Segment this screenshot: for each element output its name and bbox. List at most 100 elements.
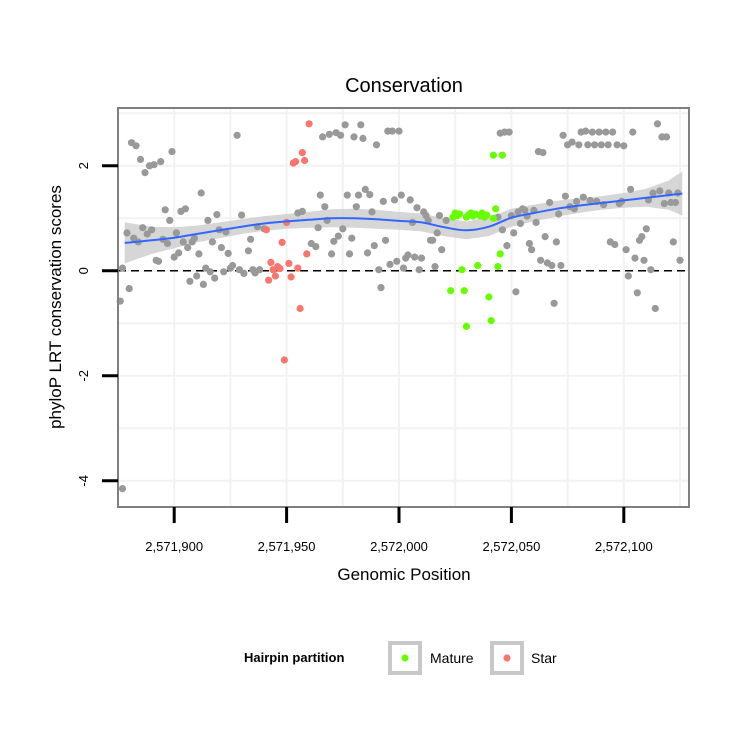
point-other xyxy=(604,141,612,149)
point-other xyxy=(586,196,594,204)
point-other xyxy=(588,128,596,136)
point-other xyxy=(375,266,383,274)
point-other xyxy=(532,218,540,226)
confidence-ribbon xyxy=(124,171,683,264)
point-other xyxy=(568,138,576,146)
point-other xyxy=(206,268,214,276)
point-other xyxy=(204,216,212,224)
point-other xyxy=(397,191,405,199)
y-tick-label: -2 xyxy=(76,370,91,382)
legend: Hairpin partition Mature Star xyxy=(244,641,557,675)
point-other xyxy=(582,127,590,135)
legend-title: Hairpin partition xyxy=(244,650,344,665)
point-other xyxy=(411,253,419,261)
point-other xyxy=(498,226,506,234)
point-other xyxy=(363,249,372,257)
point-other xyxy=(669,238,677,246)
point-other xyxy=(631,254,639,262)
point-other xyxy=(136,155,145,163)
point-other xyxy=(170,253,178,261)
point-other xyxy=(435,212,444,220)
y-axis-label: phyloP LRT conservation scores xyxy=(46,185,65,429)
point-mature xyxy=(474,261,482,270)
point-other xyxy=(548,261,556,270)
point-other xyxy=(339,225,347,233)
point-other xyxy=(611,240,619,249)
plot-panel xyxy=(118,108,689,507)
point-other xyxy=(424,216,432,224)
point-other xyxy=(220,268,228,276)
point-other xyxy=(172,229,180,237)
point-other xyxy=(609,128,617,136)
point-other xyxy=(316,191,324,199)
point-other xyxy=(368,208,376,216)
point-mature xyxy=(487,317,495,325)
point-other xyxy=(525,239,534,248)
point-other xyxy=(118,485,127,493)
point-other xyxy=(247,235,255,243)
point-other xyxy=(537,256,545,264)
point-other xyxy=(123,229,131,237)
point-other xyxy=(539,149,547,157)
point-star xyxy=(292,158,300,166)
point-other xyxy=(647,266,655,274)
point-other xyxy=(213,211,221,219)
point-other xyxy=(150,161,158,169)
point-other xyxy=(161,206,169,214)
point-other xyxy=(528,246,536,254)
legend-label-star: Star xyxy=(531,650,557,666)
point-other xyxy=(656,187,664,195)
point-other xyxy=(233,131,241,139)
point-other xyxy=(186,277,194,285)
point-other xyxy=(438,246,446,254)
point-other xyxy=(510,229,518,237)
point-other xyxy=(197,189,205,197)
point-star xyxy=(294,264,302,272)
point-other xyxy=(640,256,648,264)
point-other xyxy=(377,284,385,292)
x-tick-label: 2,572,100 xyxy=(595,539,653,554)
point-other xyxy=(334,232,342,240)
point-other xyxy=(370,242,378,250)
point-star xyxy=(296,304,304,313)
point-other xyxy=(546,198,554,207)
point-other xyxy=(372,141,381,149)
legend-label-mature: Mature xyxy=(430,650,474,666)
point-star xyxy=(278,238,286,246)
point-other xyxy=(208,238,216,246)
point-other xyxy=(633,289,641,297)
y-tick-label: 2 xyxy=(76,162,91,169)
point-other xyxy=(676,256,684,264)
point-other xyxy=(555,210,563,218)
legend-swatch-mature xyxy=(401,654,409,662)
point-other xyxy=(193,272,201,280)
point-mature xyxy=(483,211,491,219)
point-other xyxy=(671,198,680,207)
point-other xyxy=(184,244,192,252)
point-other xyxy=(399,264,408,272)
point-mature xyxy=(462,322,470,330)
point-other xyxy=(649,189,657,197)
point-other xyxy=(217,244,225,252)
point-other xyxy=(195,250,203,258)
point-other xyxy=(662,133,671,141)
point-other xyxy=(653,120,662,128)
point-other xyxy=(166,216,174,224)
point-other xyxy=(157,158,165,166)
point-other xyxy=(319,133,327,141)
point-mature xyxy=(496,250,504,258)
point-star xyxy=(285,259,293,267)
point-other xyxy=(321,203,329,211)
confidence-ribbon-group xyxy=(124,171,683,264)
point-other xyxy=(224,249,232,257)
point-other xyxy=(354,191,363,199)
point-star xyxy=(262,226,270,234)
point-other xyxy=(620,142,628,150)
point-other xyxy=(132,142,140,150)
point-other xyxy=(386,260,394,268)
point-other xyxy=(125,285,133,293)
point-other xyxy=(352,203,360,211)
point-star xyxy=(305,120,313,128)
point-other xyxy=(381,236,390,244)
